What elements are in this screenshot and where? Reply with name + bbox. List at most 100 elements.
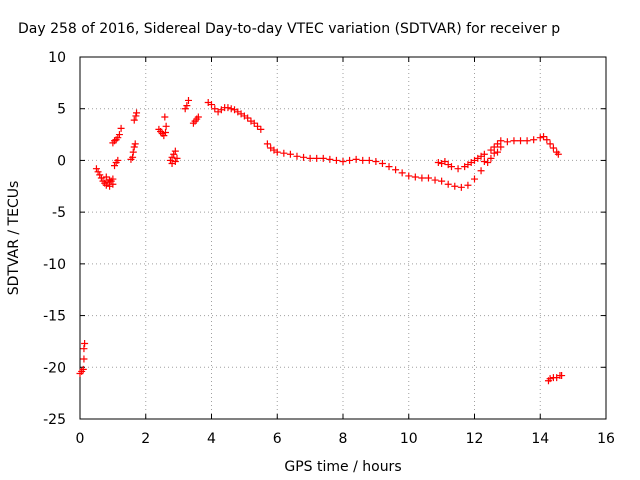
data-point: [454, 165, 462, 173]
y-tick-label: -5: [52, 205, 66, 221]
y-axis-label: SDTVAR / TECUs: [6, 181, 22, 296]
data-point: [97, 174, 105, 182]
y-tick-label: -15: [43, 309, 66, 325]
data-point: [166, 156, 174, 164]
data-point: [211, 105, 219, 113]
data-point: [530, 136, 538, 144]
data-point: [115, 131, 123, 139]
data-point: [326, 155, 334, 163]
data-point: [263, 140, 271, 148]
data-point: [106, 176, 114, 184]
data-point: [332, 156, 340, 164]
data-point: [224, 104, 232, 112]
data-point: [510, 137, 518, 145]
data-point: [171, 147, 179, 155]
data-point: [117, 124, 125, 132]
data-point: [438, 177, 446, 185]
data-point: [434, 158, 442, 166]
data-point: [411, 173, 419, 181]
data-point: [487, 146, 495, 154]
data-point: [92, 165, 100, 173]
data-point: [280, 149, 288, 157]
data-point: [523, 137, 531, 145]
data-point: [549, 144, 557, 152]
data-point: [441, 157, 449, 165]
data-point: [385, 163, 393, 171]
data-point: [162, 122, 170, 130]
x-tick-label: 2: [141, 431, 150, 447]
x-tick-label: 6: [273, 431, 282, 447]
data-point: [398, 169, 406, 177]
data-point: [160, 132, 168, 140]
data-point: [244, 114, 252, 122]
data-point: [372, 157, 380, 165]
data-point: [129, 148, 137, 156]
data-point: [109, 180, 117, 188]
data-point: [184, 96, 192, 104]
y-tick-label: 10: [48, 50, 66, 66]
data-point: [273, 148, 281, 156]
data-point: [477, 167, 485, 175]
data-point: [102, 173, 110, 181]
data-point: [111, 162, 119, 170]
data-point: [471, 175, 478, 183]
data-point: [554, 150, 562, 158]
data-point: [480, 157, 488, 165]
data-point: [161, 129, 169, 137]
data-point: [546, 375, 554, 383]
data-point: [257, 125, 265, 133]
data-point: [130, 116, 138, 124]
data-point: [194, 113, 202, 121]
data-point: [546, 140, 554, 148]
data-point: [494, 148, 502, 156]
data-point: [424, 174, 432, 182]
x-tick-label: 14: [531, 431, 549, 447]
data-point: [81, 339, 89, 347]
data-point: [286, 150, 294, 158]
data-point: [132, 112, 140, 120]
y-tick-label: -25: [43, 412, 66, 428]
data-point: [490, 149, 498, 157]
data-point: [300, 153, 308, 161]
data-point: [181, 105, 189, 113]
y-tick-label: 0: [57, 153, 66, 169]
y-tick-label: -10: [43, 257, 66, 273]
data-point: [536, 134, 544, 142]
data-point: [171, 157, 179, 165]
data-point: [352, 155, 360, 163]
data-point: [319, 154, 327, 162]
data-point: [464, 181, 472, 189]
data-point: [444, 180, 452, 188]
x-tick-label: 0: [76, 431, 85, 447]
data-point: [543, 136, 551, 144]
data-point: [79, 365, 87, 373]
data-point: [129, 153, 137, 161]
data-points: [76, 96, 566, 385]
data-point: [457, 183, 465, 191]
data-point: [293, 152, 301, 160]
x-tick-label: 10: [400, 431, 418, 447]
data-point: [558, 372, 566, 380]
data-point: [540, 133, 548, 141]
data-point: [161, 113, 169, 121]
data-point: [168, 153, 176, 161]
data-point: [114, 134, 122, 142]
data-point: [447, 163, 455, 171]
data-point: [346, 156, 354, 164]
data-point: [484, 158, 492, 166]
data-point: [494, 140, 502, 148]
x-tick-label: 4: [207, 431, 216, 447]
data-point: [365, 156, 373, 164]
x-tick-label: 12: [466, 431, 484, 447]
x-tick-label: 16: [597, 431, 615, 447]
data-point: [490, 143, 498, 151]
data-point: [133, 109, 141, 117]
data-point: [503, 138, 511, 146]
data-point: [250, 119, 258, 127]
data-point: [359, 156, 367, 164]
data-point: [306, 154, 314, 162]
data-point: [102, 181, 110, 189]
y-tick-label: -20: [43, 360, 66, 376]
data-point: [131, 140, 139, 148]
